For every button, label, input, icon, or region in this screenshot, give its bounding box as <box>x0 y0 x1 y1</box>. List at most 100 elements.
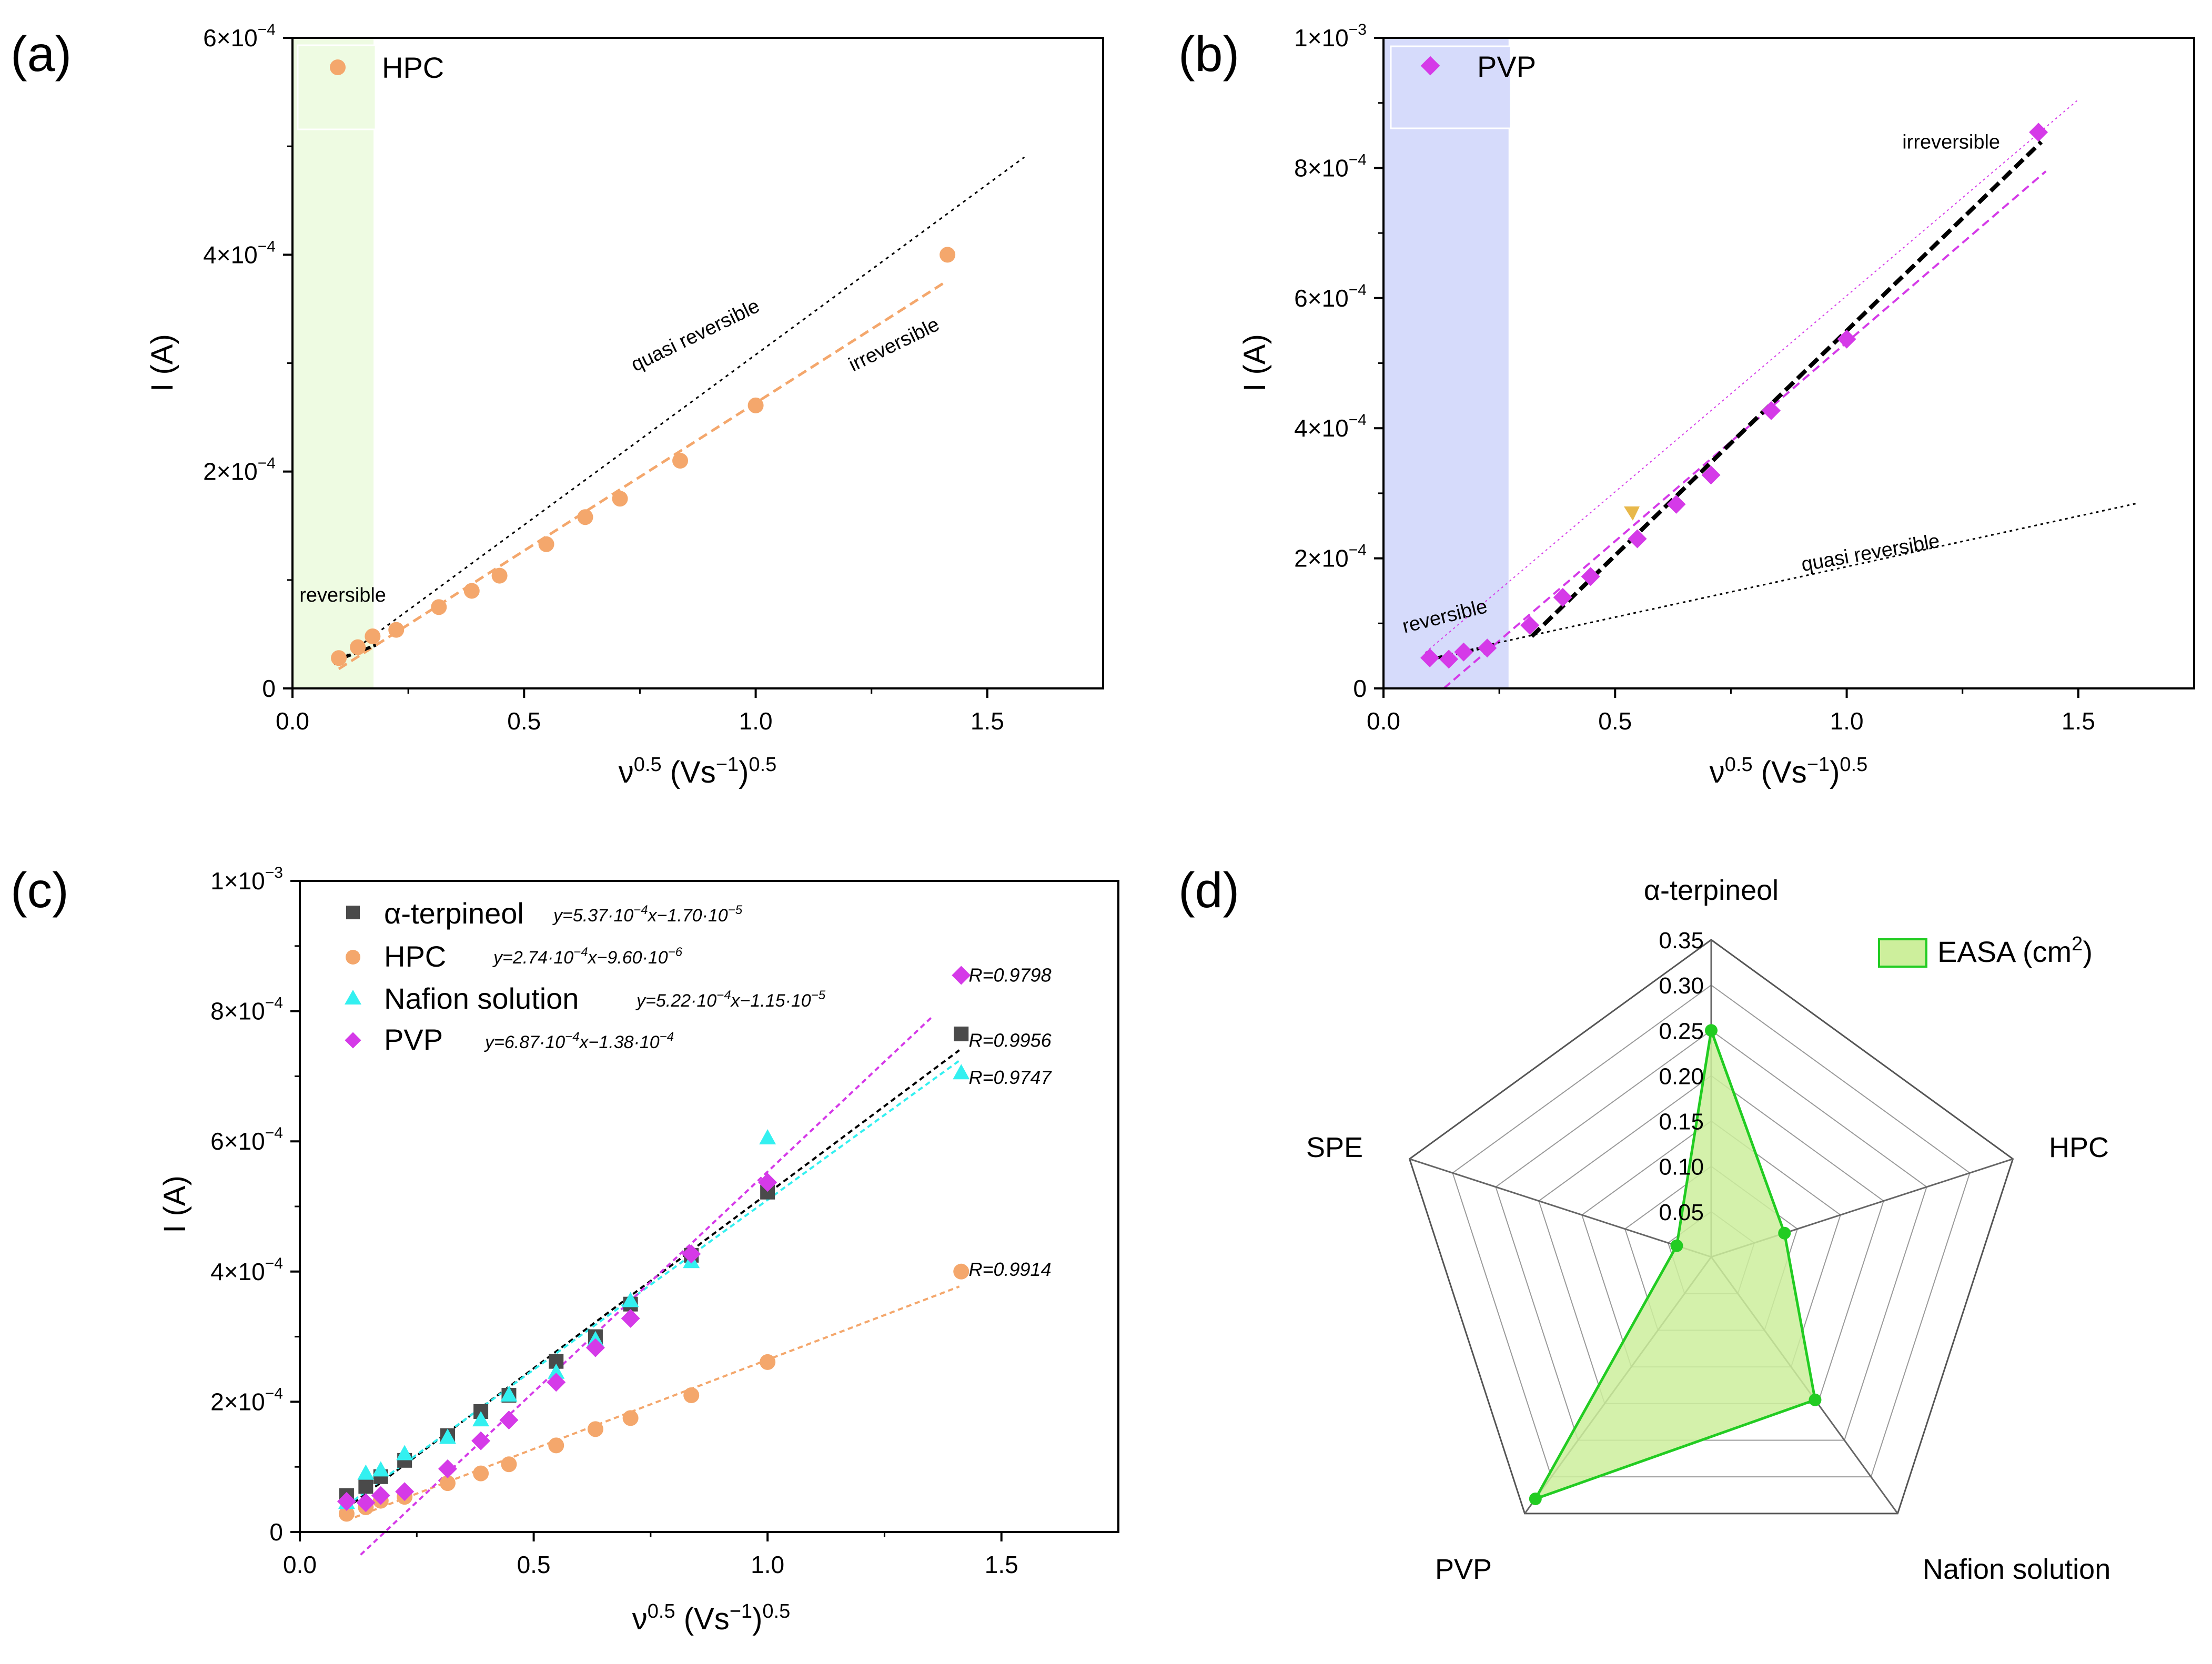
panel-a-x-tick-label-0: 0.0 <box>276 707 309 735</box>
panel-d-radar-area <box>1529 1024 1822 1505</box>
panel-d-ring-6 <box>1452 984 1971 1478</box>
panel-b-y-tick-label-5: 1×10−3 <box>1294 21 1367 52</box>
panel-a-y-tick-label-1: 2×10−4 <box>203 455 276 485</box>
panel-a-point-0-10 <box>672 453 689 469</box>
panel-c-y-tick-label-3: 6×10−4 <box>210 1124 283 1155</box>
panel-a-points <box>331 247 956 666</box>
panel-b-y-tick-label-4: 8×10−4 <box>1294 151 1367 181</box>
panel-a-shade <box>292 38 374 688</box>
panel-c-y-ticks: 0 2×10−4 4×10−4 6×10−4 8×10−4 1×10−3 <box>210 864 300 1546</box>
panel-c-point-1-9 <box>622 1410 639 1426</box>
panel-a-fit-lines <box>334 156 1025 670</box>
panel-c-point-3-0 <box>337 1491 356 1511</box>
panel-c-points <box>337 966 971 1522</box>
panel-d-category-label-1: HPC <box>2049 1132 2109 1163</box>
panel-a-annotation-1: quasi reversible <box>628 295 763 376</box>
panel-b-line-main-fit <box>1530 140 2043 638</box>
panel-c-y-tick-label-5: 1×10−3 <box>210 864 283 895</box>
panel-c-x-axis-title: ν0.5 (Vs−1)0.5 <box>632 1600 790 1636</box>
panel-b-y-axis-title: I (A) <box>1238 334 1272 392</box>
panel-b-point-0-12 <box>2029 123 2048 142</box>
panel-c-point-3-11 <box>758 1173 777 1192</box>
panel-c-point-2-6 <box>500 1386 518 1402</box>
panel-d-radar-tick-2: 0.15 <box>1659 1109 1704 1135</box>
panel-d-ring-7 <box>1408 939 2014 1515</box>
panel-b-y-tick-label-3: 6×10−4 <box>1294 281 1367 312</box>
panel-a-point-0-0 <box>331 650 347 666</box>
panel-b-y-tick-label-0: 0 <box>1353 675 1367 702</box>
panel-c-point-3-6 <box>499 1411 519 1430</box>
panel-c-point-2-4 <box>439 1428 456 1444</box>
panel-c-fit-lines <box>346 1017 960 1556</box>
panel-b-legend-marker-pvp <box>1420 56 1440 76</box>
panel-b-point-0-6 <box>1581 567 1600 586</box>
panel-d-spoke-4 <box>1409 1158 1712 1258</box>
panel-a-y-tick-label-3: 6×10−4 <box>203 21 276 52</box>
panel-c-point-3-2 <box>371 1486 390 1505</box>
panel-c-y-tick-label-4: 8×10−4 <box>210 995 283 1025</box>
panel-b-label: (b) <box>1178 26 1239 82</box>
panel-d-category-label-0: α-terpineol <box>1644 875 1779 906</box>
panel-c-point-1-12 <box>953 1263 969 1280</box>
panel-b-annotation-1: quasi reversible <box>1800 530 1941 576</box>
panel-c-r-label-3: R=0.9914 <box>968 1259 1051 1280</box>
panel-a-point-0-5 <box>463 583 480 599</box>
panel-a-point-0-8 <box>577 509 593 525</box>
panel-c-point-1-10 <box>683 1387 700 1404</box>
panel-b-point-0-3 <box>1478 638 1497 658</box>
panel-a-legend: HPC <box>297 44 444 130</box>
panel-c-x-ticks: 0.0 0.5 1.0 1.5 <box>283 1532 1018 1578</box>
panel-a-point-0-11 <box>748 397 764 413</box>
panel-c-label: (c) <box>11 863 69 918</box>
panel-c-point-1-11 <box>760 1354 776 1370</box>
panel-b-legend-box <box>1390 45 1512 129</box>
panel-d-easa-point-2 <box>1809 1393 1822 1406</box>
panel-c-point-3-8 <box>585 1338 605 1357</box>
panel-d-easa-point-4 <box>1670 1239 1683 1252</box>
panel-d-radar-tick-0: 0.05 <box>1659 1200 1704 1225</box>
panel-a-legend-box <box>297 44 377 130</box>
panel-c-legend-marker-nafion <box>345 990 361 1005</box>
panel-a-y-tick-label-0: 0 <box>262 675 276 702</box>
panel-d-legend: EASA (cm2) <box>1878 933 2093 968</box>
panel-d-category-labels: α-terpineol HPC Nafion solution PVP SPE <box>1306 875 2110 1585</box>
panel-d: (d) 0.05 0.10 0.15 0.20 0.25 0.30 0.35 α-terpi… <box>1178 863 2110 1585</box>
panel-b-line-quasi-fit <box>1485 502 2139 646</box>
panel-c-legend-label-pvp: PVP <box>384 1023 443 1056</box>
panel-b-point-0-7 <box>1628 529 1647 549</box>
panel-c-line-pvp-fit <box>360 1017 932 1556</box>
panel-c-r-label-2: R=0.9747 <box>968 1067 1052 1088</box>
panel-c-line-terp-fit <box>346 1049 960 1509</box>
panel-c-y-tick-label-0: 0 <box>269 1518 283 1546</box>
panel-c-legend-eq-pvp: y=6.87·10−4x−1.38·10−4 <box>484 1030 674 1052</box>
panel-b-point-0-2 <box>1454 642 1473 662</box>
panel-c-legend-marker-hpc <box>346 950 360 965</box>
panel-d-radar-tick-1: 0.10 <box>1659 1154 1704 1180</box>
panel-b-annotation-2: irreversible <box>1902 131 2000 153</box>
panel-b-arrow-icon <box>1624 506 1640 521</box>
panel-b-point-0-10 <box>1762 401 1781 420</box>
panel-c-legend-marker-terp <box>346 906 360 919</box>
panel-c-x-tick-label-3: 1.5 <box>985 1551 1018 1578</box>
panel-a-point-0-2 <box>365 628 381 645</box>
panel-a-line-quasi-fit <box>334 156 1025 665</box>
panel-b-fit-lines <box>1425 99 2139 689</box>
panel-d-easa-point-0 <box>1705 1024 1718 1037</box>
panel-a-annotation-2: irreversible <box>845 313 943 376</box>
panel-c-point-2-11 <box>759 1129 776 1145</box>
panel-b-point-0-8 <box>1666 494 1686 514</box>
panel-d-radar-tick-4: 0.25 <box>1659 1018 1704 1044</box>
panel-a-annotation-0: reversible <box>299 584 386 606</box>
panel-c-legend-eq-terp: y=5.37·10−4x−1.70·10−5 <box>552 903 743 926</box>
panel-a-shade-region <box>292 38 374 688</box>
panel-c-point-3-4 <box>438 1459 457 1478</box>
panel-b-point-0-0 <box>1420 648 1440 667</box>
panel-a-point-0-9 <box>612 491 628 507</box>
panel-c-line-hpc-fit <box>346 1285 960 1521</box>
panel-b-x-axis-title: ν0.5 (Vs−1)0.5 <box>1710 754 1867 789</box>
panel-a: (a) 0.0 0.5 1.0 1.5 0 2×10−4 4×10−4 6×10−4 rev… <box>11 21 1104 789</box>
panel-b-shade <box>1383 38 1509 688</box>
panel-a-x-tick-label-1: 0.5 <box>507 707 541 735</box>
panel-a-annotations: reversible quasi reversible irreversible <box>299 295 943 606</box>
panel-c-point-3-1 <box>356 1493 376 1513</box>
